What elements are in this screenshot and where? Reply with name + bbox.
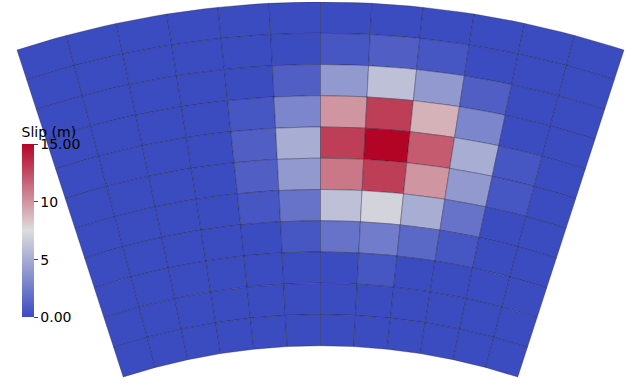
svg-text:10: 10 [40,194,58,210]
svg-text:15.00: 15.00 [40,136,80,152]
svg-text:0.00: 0.00 [40,309,71,325]
svg-text:5: 5 [40,252,49,268]
svg-text:Slip (m): Slip (m) [22,124,77,140]
